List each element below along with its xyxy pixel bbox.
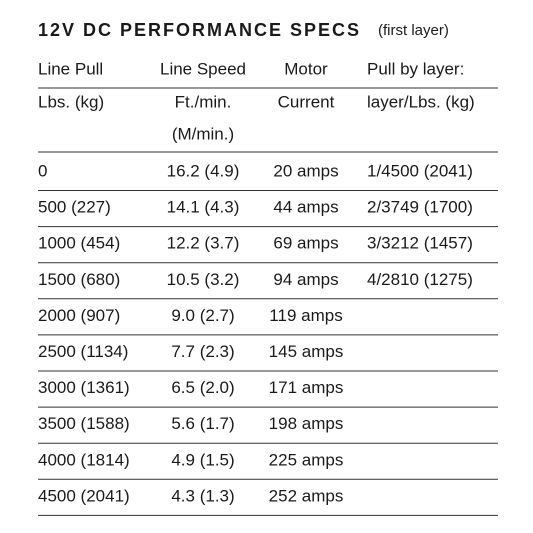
column-header: (M/min.) <box>172 124 234 143</box>
cell: 171 amps <box>269 378 344 397</box>
cell: 44 amps <box>273 198 338 217</box>
column-header: Line Pull <box>38 59 103 78</box>
cell: 1500 (680) <box>38 270 120 289</box>
column-header: layer/Lbs. (kg) <box>367 92 475 111</box>
cell: 4.3 (1.3) <box>171 486 234 505</box>
cell: 252 amps <box>269 486 344 505</box>
column-header: Line Speed <box>160 59 246 78</box>
cell: 145 amps <box>269 342 344 361</box>
cell: 3000 (1361) <box>38 378 130 397</box>
cell: 2/3749 (1700) <box>367 198 473 217</box>
title: 12V DC PERFORMANCE SPECS <box>38 20 361 40</box>
cell: 10.5 (3.2) <box>167 270 240 289</box>
cell: 12.2 (3.7) <box>167 234 240 253</box>
cell: 4000 (1814) <box>38 450 130 469</box>
cell: 2500 (1134) <box>38 342 128 361</box>
cell: 9.0 (2.7) <box>171 306 234 325</box>
column-header: Current <box>278 92 335 111</box>
cell: 119 amps <box>269 306 342 325</box>
cell: 94 amps <box>273 270 338 289</box>
cell: 198 amps <box>269 414 344 433</box>
cell: 6.5 (2.0) <box>171 378 234 397</box>
column-header: Ft./min. <box>175 92 232 111</box>
cell: 225 amps <box>269 450 344 469</box>
cell: 1000 (454) <box>38 234 120 253</box>
cell: 4/2810 (1275) <box>367 270 473 289</box>
cell: 69 amps <box>273 234 338 253</box>
cell: 4.9 (1.5) <box>171 450 234 469</box>
column-header: Pull by layer: <box>367 59 464 78</box>
column-header: Lbs. (kg) <box>38 92 104 111</box>
cell: 7.7 (2.3) <box>171 342 234 361</box>
cell: 20 amps <box>273 161 338 180</box>
column-header: Motor <box>284 59 328 78</box>
cell: 500 (227) <box>38 198 111 217</box>
cell: 0 <box>38 161 47 180</box>
cell: 3/3212 (1457) <box>367 234 473 253</box>
cell: 4500 (2041) <box>38 486 130 505</box>
cell: 1/4500 (2041) <box>367 161 473 180</box>
cell: 14.1 (4.3) <box>167 198 240 217</box>
cell: 2000 (907) <box>38 306 120 325</box>
cell: 3500 (1588) <box>38 414 130 433</box>
cell: 5.6 (1.7) <box>171 414 234 433</box>
cell: 16.2 (4.9) <box>167 161 240 180</box>
subtitle: (first layer) <box>378 22 449 39</box>
